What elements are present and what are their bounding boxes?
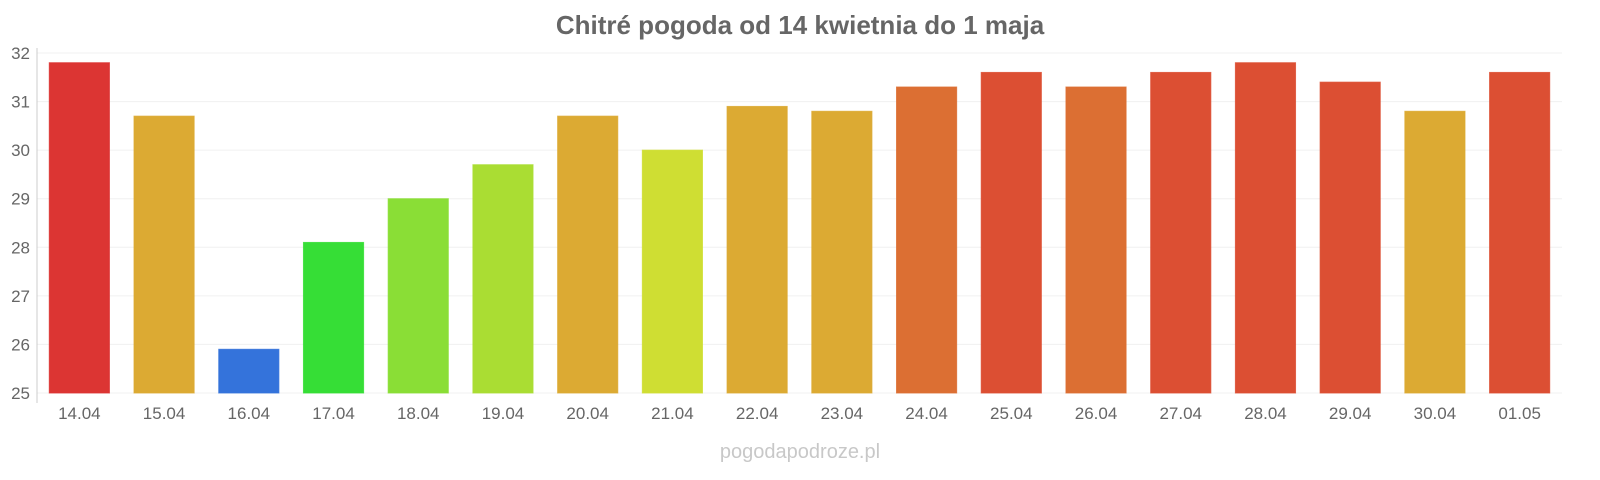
bar-27.04 bbox=[1150, 71, 1212, 394]
x-axis-ticks: 14.04 15.04 16.04 17.04 18.04 19.04 20.04 21.04… bbox=[58, 404, 1541, 423]
bar-28.04 bbox=[1234, 62, 1297, 394]
watermark: pogodapodroze.pl bbox=[720, 441, 880, 463]
x-tick-label: 14.04 bbox=[58, 404, 101, 423]
bar-17.04 bbox=[302, 241, 365, 394]
bar-24.04 bbox=[896, 86, 958, 394]
x-tick-label: 19.04 bbox=[482, 404, 525, 423]
y-tick-label: 25 bbox=[11, 384, 30, 403]
x-tick-label: 18.04 bbox=[397, 404, 440, 423]
x-tick-label: 24.04 bbox=[905, 404, 948, 423]
y-axis-ticks: 25 26 27 28 29 30 31 32 bbox=[11, 44, 30, 403]
y-tick-label: 32 bbox=[11, 44, 30, 63]
y-tick-label: 26 bbox=[11, 335, 30, 354]
bar-26.04 bbox=[1065, 86, 1127, 394]
y-tick-label: 31 bbox=[11, 93, 30, 112]
bar-19.04 bbox=[472, 164, 534, 394]
bar-23.04 bbox=[811, 110, 873, 394]
y-tick-label: 30 bbox=[11, 141, 30, 160]
chart-title: Chitré pogoda od 14 kwietnia do 1 maja bbox=[556, 10, 1045, 40]
bar-25.04 bbox=[980, 71, 1042, 394]
bar-18.04 bbox=[387, 198, 449, 394]
bars bbox=[48, 62, 1551, 394]
bar-21.04 bbox=[641, 149, 703, 394]
y-tick-label: 28 bbox=[11, 238, 30, 257]
x-tick-label: 30.04 bbox=[1414, 404, 1457, 423]
x-tick-label: 23.04 bbox=[821, 404, 864, 423]
x-tick-label: 29.04 bbox=[1329, 404, 1372, 423]
x-tick-label: 16.04 bbox=[228, 404, 271, 423]
y-tick-label: 27 bbox=[11, 287, 30, 306]
x-tick-label: 01.05 bbox=[1498, 404, 1541, 423]
x-tick-label: 25.04 bbox=[990, 404, 1033, 423]
bar-15.04 bbox=[133, 115, 195, 394]
bar-14.04 bbox=[48, 62, 110, 394]
x-tick-label: 22.04 bbox=[736, 404, 779, 423]
x-tick-label: 17.04 bbox=[312, 404, 355, 423]
x-tick-label: 27.04 bbox=[1159, 404, 1202, 423]
x-tick-label: 21.04 bbox=[651, 404, 694, 423]
bar-20.04 bbox=[557, 115, 619, 394]
x-tick-label: 26.04 bbox=[1075, 404, 1118, 423]
bar-16.04 bbox=[218, 348, 280, 394]
bar-01.05 bbox=[1489, 71, 1551, 394]
x-tick-label: 15.04 bbox=[143, 404, 186, 423]
x-tick-label: 28.04 bbox=[1244, 404, 1287, 423]
gridlines bbox=[37, 52, 1562, 394]
bar-29.04 bbox=[1319, 81, 1381, 394]
y-tick-label: 29 bbox=[11, 190, 30, 209]
x-tick-label: 20.04 bbox=[566, 404, 609, 423]
bar-22.04 bbox=[726, 105, 788, 394]
bar-30.04 bbox=[1404, 110, 1466, 394]
